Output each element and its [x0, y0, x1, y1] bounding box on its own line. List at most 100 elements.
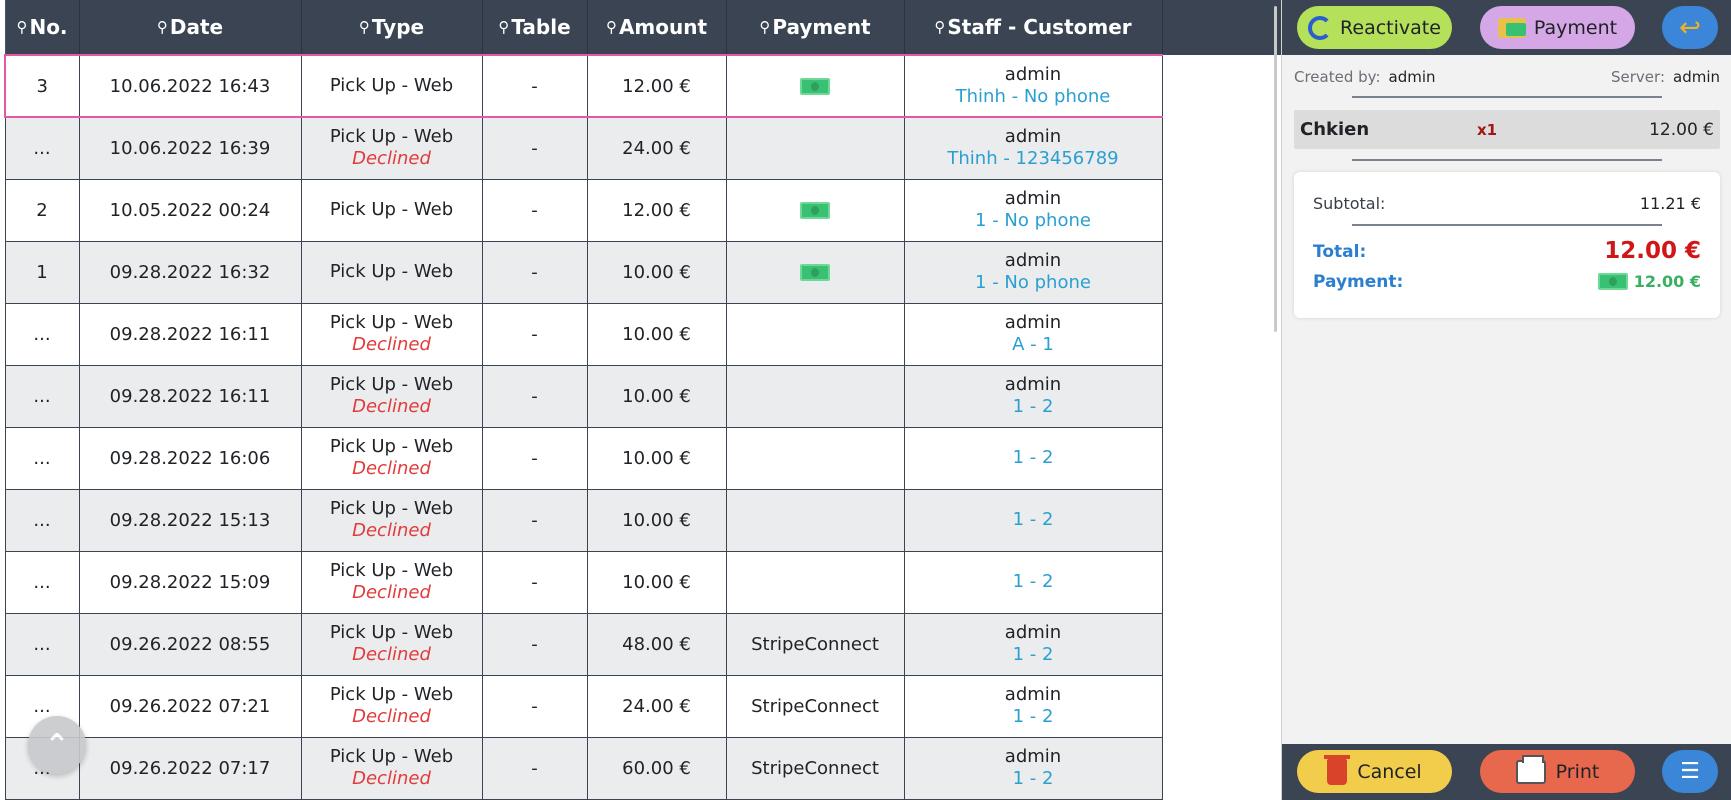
payment-card-icon	[1497, 17, 1526, 38]
table-row[interactable]: ... 09.28.2022 16:11 Pick Up - Web Declined…	[4, 364, 1281, 428]
col-header-type[interactable]: ⚲ Type	[300, 0, 483, 55]
table-row[interactable]: 1 09.28.2022 16:32 Pick Up - Web -10.00 € ad…	[4, 240, 1281, 304]
table-row[interactable]: ... 10.06.2022 16:39 Pick Up - Web Declined…	[4, 116, 1281, 180]
order-type: Pick Up - Web	[329, 746, 454, 767]
reactivate-button[interactable]: Reactivate	[1297, 6, 1452, 49]
cell-type: Pick Up - Web Declined	[300, 674, 483, 738]
cell-date: 09.28.2022 16:11	[78, 302, 302, 366]
cell-date: 10.06.2022 16:43	[78, 54, 302, 118]
cell-spacer	[1162, 427, 1281, 489]
search-icon: ⚲	[16, 18, 28, 36]
order-type: Pick Up - Web	[329, 126, 454, 148]
staff-name: admin	[1004, 250, 1062, 271]
cell-staff-customer: admin A - 1	[903, 302, 1163, 366]
search-icon: ⚲	[156, 18, 168, 36]
cancel-order-button[interactable]: Cancel	[1297, 750, 1452, 793]
cell-type: Pick Up - Web Declined	[300, 488, 483, 552]
order-item-row[interactable]: Chkien x1 12.00 €	[1294, 110, 1720, 149]
cell-no: ...	[4, 426, 80, 490]
cell-table: -	[481, 550, 588, 614]
cell-date: 09.28.2022 16:06	[78, 426, 302, 490]
cell-table: -	[481, 612, 588, 676]
cell-payment	[725, 550, 905, 614]
cell-date: 09.28.2022 16:11	[78, 364, 302, 428]
table-row[interactable]: ... 09.26.2022 08:55 Pick Up - Web Declined…	[4, 612, 1281, 676]
table-scrollbar[interactable]	[1274, 6, 1277, 332]
order-status: Declined	[352, 396, 431, 417]
order-detail-panel: Reactivate Payment ↩ Created by: admin Se…	[1281, 0, 1731, 800]
cell-type: Pick Up - Web	[300, 178, 483, 242]
table-row[interactable]: ... 09.28.2022 16:11 Pick Up - Web Declined…	[4, 302, 1281, 366]
cell-spacer	[1162, 179, 1281, 241]
payment-button[interactable]: Payment	[1480, 6, 1635, 49]
customer-name: 1 - No phone	[975, 210, 1091, 231]
table-row[interactable]: 3 10.06.2022 16:43 Pick Up - Web -12.00 € ad…	[4, 54, 1281, 118]
order-type: Pick Up - Web	[329, 75, 454, 96]
table-row[interactable]: ... 09.28.2022 15:13 Pick Up - Web Declined…	[4, 488, 1281, 552]
order-status: Declined	[352, 644, 431, 665]
scroll-to-top-button[interactable]: ⌃	[28, 716, 86, 774]
staff-name: admin	[1004, 622, 1062, 643]
table-row[interactable]: ... 09.26.2022 07:21 Pick Up - Web Declined…	[4, 674, 1281, 738]
search-icon: ⚲	[934, 18, 946, 36]
cell-table: -	[481, 302, 588, 366]
col-header-payment[interactable]: ⚲ Payment	[725, 0, 905, 55]
customer-name: 1 - 2	[1012, 396, 1054, 417]
cell-staff-customer: admin Thinh - No phone	[903, 54, 1163, 118]
table-row[interactable]: ... 09.28.2022 15:09 Pick Up - Web Declined…	[4, 550, 1281, 614]
col-header-date[interactable]: ⚲ Date	[78, 0, 302, 55]
col-header-table[interactable]: ⚲ Table	[481, 0, 588, 55]
customer-name: 1 - 2	[1012, 768, 1054, 789]
search-icon: ⚲	[498, 18, 510, 36]
cell-payment	[725, 302, 905, 366]
orders-table-body: 3 10.06.2022 16:43 Pick Up - Web -12.00 € ad…	[4, 54, 1281, 800]
staff-name: admin	[1004, 746, 1062, 767]
cell-date: 09.28.2022 15:09	[78, 550, 302, 614]
cell-date: 09.26.2022 08:55	[78, 612, 302, 676]
cell-table: -	[481, 54, 588, 118]
order-type: Pick Up - Web	[329, 622, 454, 643]
cell-staff-customer: admin Thinh - 123456789	[903, 116, 1163, 180]
cell-staff-customer: admin 1 - 2	[903, 612, 1163, 676]
cell-no: ...	[4, 488, 80, 552]
staff-name: admin	[1004, 188, 1062, 209]
cell-amount: 24.00 €	[586, 674, 727, 738]
total-label: Total:	[1313, 242, 1367, 262]
printer-icon	[1515, 754, 1546, 784]
cell-spacer	[1162, 241, 1281, 303]
order-status: Declined	[352, 768, 431, 789]
table-row[interactable]: 2 10.05.2022 00:24 Pick Up - Web -12.00 € ad…	[4, 178, 1281, 242]
list-menu-button[interactable]: ☰	[1662, 750, 1718, 793]
table-row[interactable]: ... 09.28.2022 16:06 Pick Up - Web Declined…	[4, 426, 1281, 490]
col-header-staff-customer[interactable]: ⚲ Staff - Customer	[903, 0, 1163, 55]
detail-bottom-toolbar: Cancel Print ☰	[1282, 744, 1731, 800]
order-type: Pick Up - Web	[329, 498, 454, 519]
order-type: Pick Up - Web	[329, 312, 454, 333]
cell-amount: 10.00 €	[586, 302, 727, 366]
cell-payment: StripeConnect	[725, 736, 905, 800]
cell-date: 09.26.2022 07:17	[78, 736, 302, 800]
cell-payment	[725, 426, 905, 490]
cell-payment	[725, 488, 905, 552]
cell-amount: 24.00 €	[586, 116, 727, 180]
cell-amount: 10.00 €	[586, 364, 727, 428]
cell-no: 2	[4, 178, 80, 242]
cell-staff-customer: admin 1 - 2	[903, 736, 1163, 800]
col-header-spacer	[1161, 0, 1281, 55]
cell-table: -	[481, 736, 588, 800]
col-header-no[interactable]: ⚲ No.	[4, 0, 80, 55]
cell-date: 09.26.2022 07:21	[78, 674, 302, 738]
item-price: 12.00 €	[1649, 120, 1714, 140]
cell-spacer	[1162, 303, 1281, 365]
print-button[interactable]: Print	[1480, 750, 1635, 793]
customer-name: 1 - 2	[1012, 644, 1054, 665]
item-name: Chkien	[1300, 119, 1370, 140]
cell-type: Pick Up - Web Declined	[300, 426, 483, 490]
cell-staff-customer: 1 - 2	[903, 426, 1163, 490]
col-header-amount[interactable]: ⚲ Amount	[586, 0, 727, 55]
payment-label: Payment:	[1313, 272, 1404, 292]
back-button[interactable]: ↩	[1662, 6, 1718, 49]
cash-icon	[1597, 273, 1628, 290]
customer-name: Thinh - 123456789	[947, 148, 1119, 170]
